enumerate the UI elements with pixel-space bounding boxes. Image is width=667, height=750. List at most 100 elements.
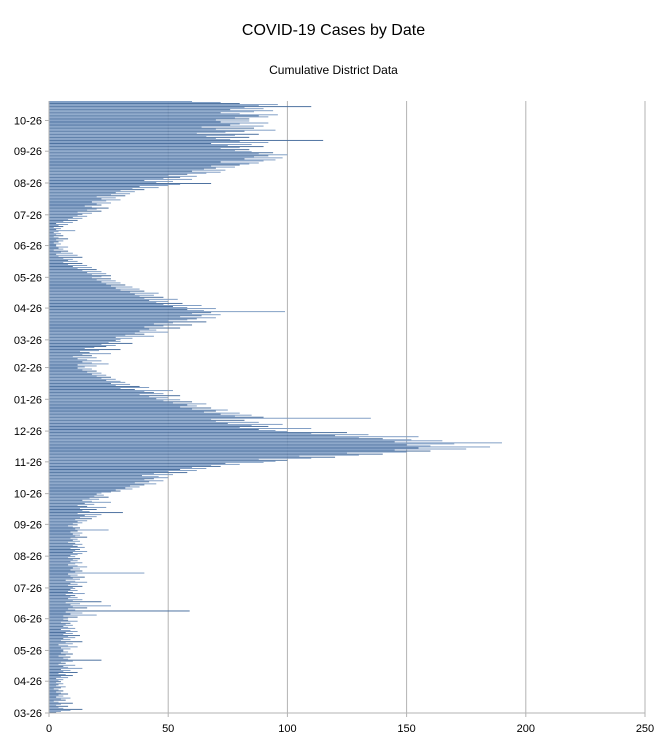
bar [49, 352, 90, 354]
bar [49, 603, 80, 605]
bar [49, 240, 64, 242]
y-tick-label: 04-26 [14, 303, 42, 315]
bar [49, 314, 221, 316]
bar [49, 592, 73, 594]
bar [49, 529, 109, 531]
bar [49, 424, 252, 426]
bar [49, 252, 73, 254]
bar [49, 210, 102, 212]
y-tick-label: 09-26 [14, 146, 42, 158]
bar [49, 543, 83, 545]
bar [49, 410, 216, 412]
bar [49, 630, 78, 632]
bar [49, 557, 69, 559]
bar [49, 467, 207, 469]
bar [49, 129, 276, 131]
bar [49, 477, 169, 479]
bar [49, 365, 97, 367]
bar [49, 269, 97, 271]
bar [49, 274, 92, 276]
bar [49, 183, 212, 184]
bar [49, 137, 216, 139]
bar [49, 458, 259, 460]
bar [49, 301, 157, 303]
bar [49, 229, 57, 231]
bar [49, 439, 412, 441]
bar [49, 303, 164, 305]
bar [49, 195, 126, 197]
bar [49, 419, 245, 421]
bar [49, 206, 92, 208]
bar [49, 239, 57, 241]
bar [49, 663, 59, 665]
bar [49, 189, 145, 191]
bar [49, 346, 107, 347]
bar [49, 668, 61, 670]
bar [49, 637, 76, 639]
bar [49, 452, 347, 454]
bar [49, 216, 73, 218]
bar [49, 577, 73, 579]
bar [49, 470, 197, 472]
bar [49, 673, 59, 674]
bar [49, 532, 83, 534]
bar [49, 397, 169, 399]
x-tick-label: 100 [278, 723, 296, 735]
x-tick-label: 50 [162, 723, 174, 735]
bar [49, 558, 80, 560]
bar [49, 328, 150, 330]
bar [49, 344, 116, 346]
bar [49, 598, 69, 600]
bar [49, 502, 85, 504]
bar [49, 230, 76, 232]
bar [49, 170, 193, 172]
bar [49, 166, 235, 168]
bar [49, 648, 71, 650]
bar [49, 319, 188, 321]
bar [49, 679, 64, 681]
bar [49, 491, 111, 493]
bar [49, 185, 169, 187]
bar [49, 362, 92, 364]
y-tick-label: 04-26 [14, 676, 42, 688]
bar [49, 110, 274, 112]
bar [49, 163, 250, 165]
bar [49, 250, 69, 252]
bar [49, 568, 80, 570]
bar [49, 616, 78, 618]
bar [49, 174, 169, 176]
bar [49, 322, 173, 324]
bar [49, 705, 69, 707]
bar [49, 277, 92, 279]
bar [49, 152, 274, 154]
bar [49, 292, 159, 294]
bar [49, 214, 78, 216]
bar [49, 462, 226, 464]
bar [49, 351, 80, 353]
bar [49, 610, 190, 612]
bar [49, 621, 61, 623]
bar [49, 393, 164, 395]
bar [49, 176, 181, 178]
bar [49, 600, 73, 602]
bar [49, 308, 216, 310]
bar [49, 218, 69, 220]
bar [49, 313, 193, 315]
bar [49, 522, 83, 524]
bar [49, 237, 59, 239]
bar [49, 519, 76, 521]
bar [49, 635, 80, 637]
bar [49, 147, 240, 149]
bar [49, 347, 95, 348]
bar [49, 601, 102, 603]
bar [49, 294, 154, 296]
bar [49, 625, 64, 627]
bar [49, 293, 135, 295]
bar [49, 154, 288, 156]
bar [49, 579, 66, 581]
bar [49, 302, 183, 304]
bar [49, 211, 78, 213]
bar [49, 708, 83, 710]
bar [49, 266, 73, 268]
